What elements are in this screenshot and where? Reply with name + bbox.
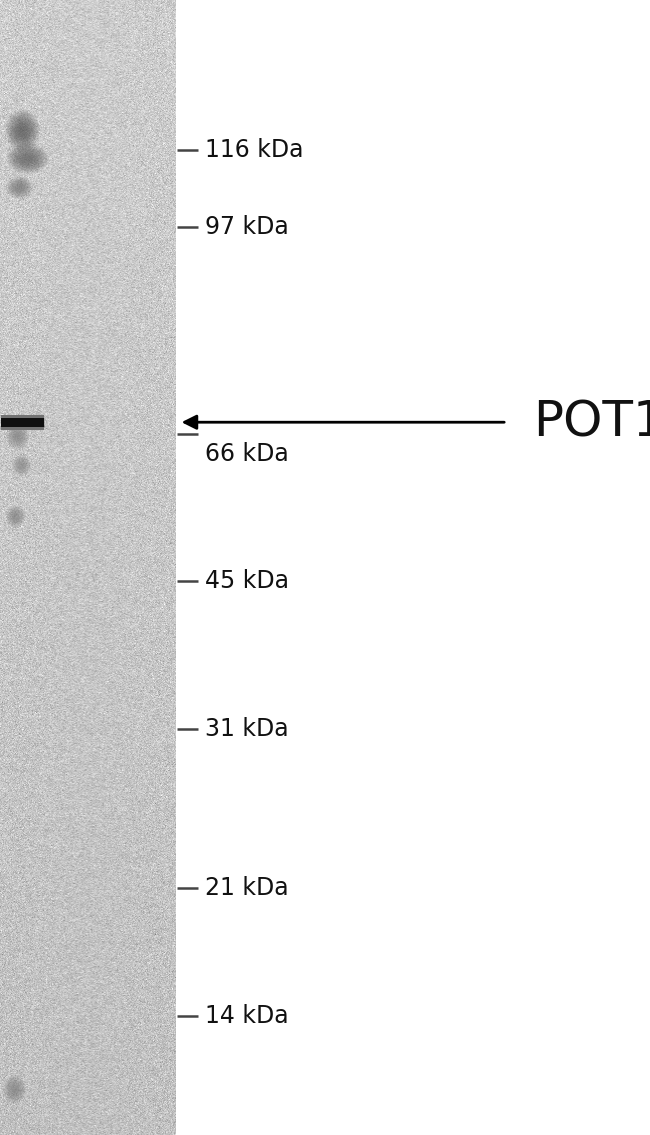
Text: 14 kDa: 14 kDa	[205, 1003, 289, 1028]
Text: 66 kDa: 66 kDa	[205, 442, 289, 466]
Bar	[176, 0, 650, 1135]
Text: POT1: POT1	[533, 398, 650, 446]
Text: 97 kDa: 97 kDa	[205, 215, 289, 239]
Text: 21 kDa: 21 kDa	[205, 875, 289, 900]
Text: 31 kDa: 31 kDa	[205, 716, 289, 741]
Text: 116 kDa: 116 kDa	[205, 137, 304, 162]
Text: 45 kDa: 45 kDa	[205, 569, 289, 594]
